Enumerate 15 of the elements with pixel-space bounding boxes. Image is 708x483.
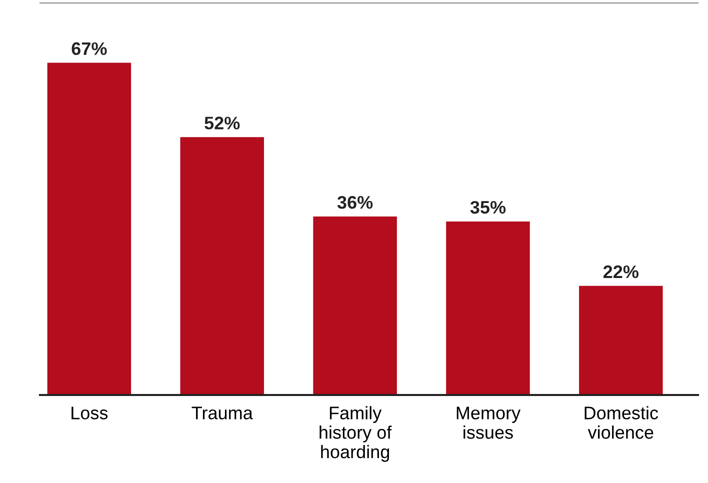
x-tick-label: Trauma: [192, 406, 253, 420]
x-tick-label: Family history of hoarding: [320, 406, 392, 462]
data-label: 36%: [337, 196, 373, 209]
bar: [579, 286, 663, 395]
data-label: 67%: [72, 42, 107, 56]
data-label: 35%: [470, 200, 506, 214]
x-tick-label: Loss: [72, 406, 108, 420]
bar: [180, 137, 264, 395]
x-tick-label: Domestic violence: [584, 406, 658, 439]
x-tick-label: Memory issues: [456, 406, 521, 439]
bar: [446, 221, 530, 395]
bar: [313, 216, 397, 395]
data-label: 52%: [204, 116, 240, 130]
bar: [47, 62, 132, 395]
data-label: 22%: [603, 265, 638, 278]
